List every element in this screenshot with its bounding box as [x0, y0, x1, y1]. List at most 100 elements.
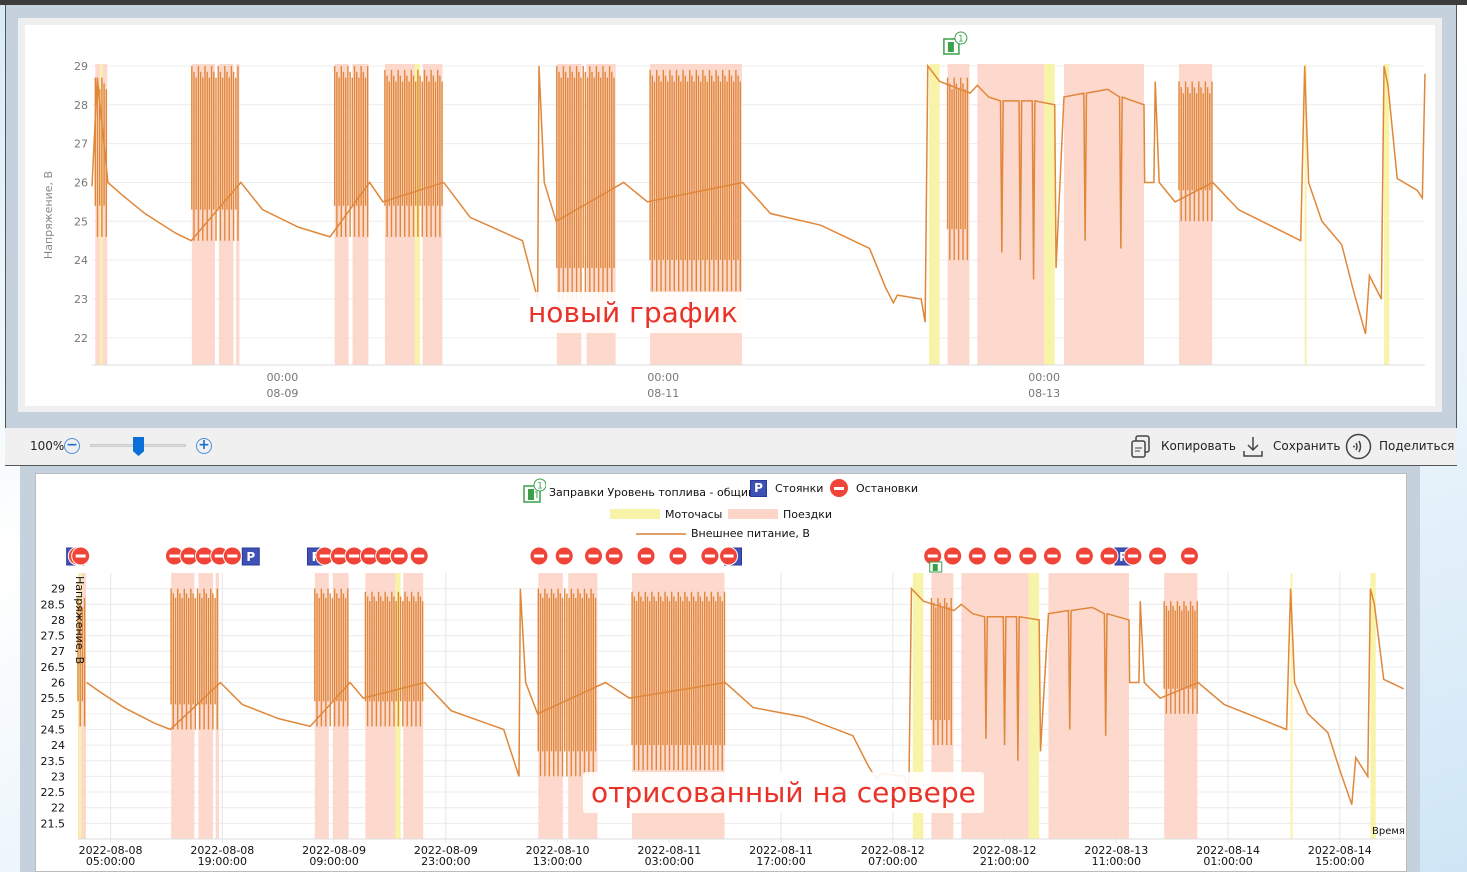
voltage-oscillation — [631, 591, 726, 771]
stop-icon-bar — [199, 554, 210, 558]
parking-icon: P — [750, 480, 767, 497]
zoom-in-button[interactable]: + — [196, 438, 212, 454]
x-tick-label: 05:00:00 — [86, 855, 135, 868]
plus-circle-icon: + — [198, 437, 210, 453]
fuel-marker: 1 — [943, 31, 968, 55]
x-axis-label: Время — [1372, 826, 1405, 837]
y-tick-label: 28.5 — [41, 598, 66, 611]
stop-icon-bar — [588, 554, 599, 558]
x-tick-label: 08-13 — [1028, 387, 1060, 400]
stop-icon-bar — [609, 554, 620, 558]
trips-swatch — [728, 509, 778, 519]
motohours-interval — [1304, 64, 1307, 365]
fuel-station-icon: 1 — [523, 478, 546, 503]
voltage-oscillation — [170, 588, 218, 730]
x-tick-label: 2022-08-08 — [79, 844, 143, 857]
legend-motohours[interactable]: Моточасы — [665, 508, 723, 521]
voltage-oscillation — [334, 65, 369, 237]
copy-icon — [1131, 435, 1150, 458]
stop-icon-bar — [947, 554, 958, 558]
x-tick-label: 2022-08-11 — [749, 844, 813, 857]
motohours-swatch — [610, 509, 660, 519]
motohours-interval — [1044, 64, 1055, 365]
window-titlebar — [0, 0, 1467, 5]
trip-interval — [1164, 573, 1198, 839]
zoom-slider-thumb[interactable] — [133, 437, 144, 456]
y-tick-label: 24 — [74, 254, 88, 267]
x-tick-label: 00:00 — [267, 371, 299, 384]
voltage-oscillation — [649, 69, 741, 292]
x-tick-label: 17:00:00 — [756, 855, 805, 868]
motohours-interval — [1028, 573, 1040, 839]
y-tick-label: 27 — [51, 645, 65, 658]
x-tick-label: 2022-08-10 — [526, 844, 590, 857]
voltage-oscillation — [364, 591, 424, 727]
fuel-pump-shape — [947, 42, 954, 52]
stop-icon-bar — [997, 554, 1008, 558]
x-tick-label: 23:00:00 — [421, 855, 470, 868]
x-tick-label: 2022-08-08 — [190, 844, 254, 857]
voltage-series-line — [86, 586, 1404, 805]
y-tick-label: 22 — [51, 802, 65, 815]
x-tick-label: 00:00 — [1028, 371, 1060, 384]
x-tick-label: 07:00:00 — [868, 855, 917, 868]
copy-label: Копировать — [1161, 439, 1236, 453]
share-button[interactable]: Поделиться — [1344, 432, 1454, 460]
x-tick-label: 2022-08-12 — [861, 844, 925, 857]
y-tick-label: 25 — [51, 708, 65, 721]
x-tick-label: 2022-08-12 — [973, 844, 1037, 857]
motohours-interval — [1384, 64, 1390, 365]
y-tick-label: 28 — [74, 99, 88, 112]
x-tick-label: 2022-08-11 — [637, 844, 701, 857]
legend-voltage[interactable]: Внешнее питание, В — [691, 527, 810, 540]
voltage-oscillation — [384, 69, 443, 237]
voltage-oscillation — [1178, 81, 1213, 222]
parking-marker — [241, 547, 260, 566]
save-button[interactable]: Сохранить — [1240, 434, 1341, 460]
zoom-out-button[interactable]: − — [64, 438, 80, 454]
voltage-oscillation — [556, 65, 615, 299]
legend-stops[interactable]: Остановки — [856, 482, 919, 495]
stop-icon-bar — [214, 554, 225, 558]
stop-icon-bar — [334, 554, 345, 558]
stop-icon-bar — [414, 554, 425, 558]
legend-trips[interactable]: Поездки — [783, 508, 833, 521]
download-icon — [1243, 437, 1263, 457]
x-tick-label: 19:00:00 — [198, 855, 247, 868]
toolbar — [5, 428, 1457, 466]
x-tick-label: 08-11 — [647, 387, 679, 400]
y-tick-label: 22.5 — [41, 786, 66, 799]
legend-fuel[interactable]: Заправки Уровень топлива - общий — [549, 486, 756, 499]
parking-icon: P — [246, 550, 255, 564]
stop-icon-bar — [1184, 554, 1195, 558]
stop-icon-bar — [641, 554, 652, 558]
stop-icon-bar — [559, 554, 570, 558]
stop-icon-bar — [394, 554, 405, 558]
y-tick-label: 27.5 — [41, 630, 66, 643]
stop-icon-bar — [184, 554, 195, 558]
trip-interval — [78, 573, 86, 839]
stop-icon-bar — [227, 554, 238, 558]
x-tick-label: 13:00:00 — [533, 855, 582, 868]
y-axis-label: Напряжение, В — [42, 171, 55, 259]
voltage-oscillation — [77, 598, 86, 727]
y-axis-label: Напряжение, В — [73, 576, 86, 664]
x-tick-label: 11:00:00 — [1092, 855, 1141, 868]
copy-button[interactable]: Копировать — [1128, 434, 1236, 460]
stop-icon-bar — [75, 554, 86, 558]
annotation-server-chart: отрисованный на сервере — [583, 772, 984, 813]
annotation-new-chart: новый график — [520, 292, 746, 333]
share-label: Поделиться — [1379, 439, 1455, 453]
stop-icon-bar — [704, 554, 715, 558]
x-tick-label: 2022-08-13 — [1084, 844, 1148, 857]
fuel-station-icon — [932, 564, 938, 571]
x-tick-label: 2022-08-09 — [302, 844, 366, 857]
motohours-interval — [929, 64, 940, 365]
voltage-oscillation — [930, 598, 952, 746]
y-tick-label: 24.5 — [41, 723, 66, 736]
legend-parking[interactable]: Стоянки — [775, 482, 824, 495]
voltage-oscillation — [537, 588, 597, 777]
x-tick-label: 2022-08-09 — [414, 844, 478, 857]
stop-icon-bar — [1152, 554, 1163, 558]
